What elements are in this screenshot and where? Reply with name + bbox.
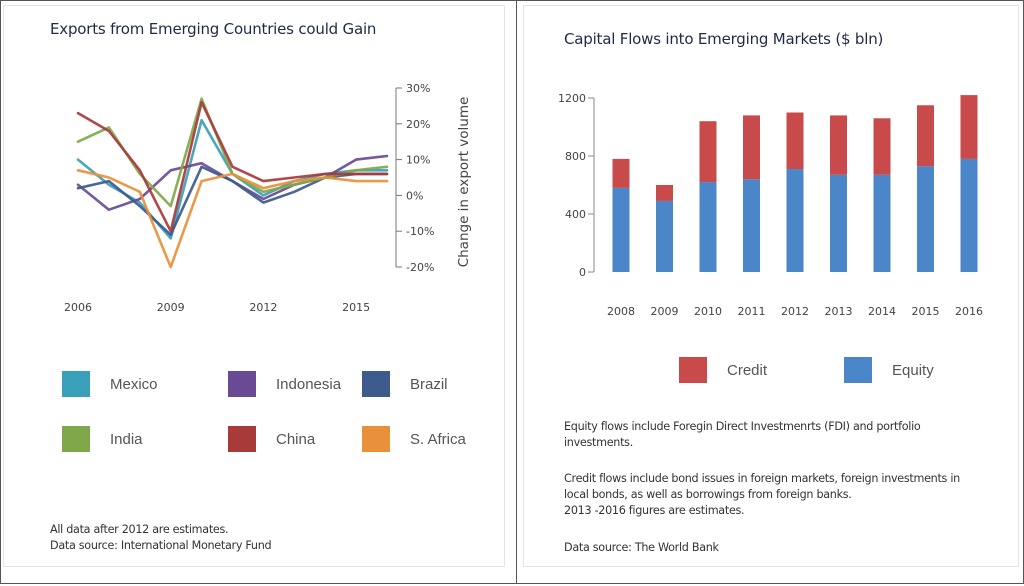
legend-label: Brazil (410, 375, 448, 393)
exports-series-line-s-africa (76, 169, 389, 269)
exports-note-source: Data source: International Monetary Fund (50, 539, 272, 552)
exports-y-tick-label: -10% (406, 225, 434, 238)
legend-label: Equity (892, 361, 934, 379)
capital-note-equity-2: investments. (564, 436, 633, 449)
capital-flows-panel: Capital Flows into Emerging Markets ($ b… (524, 6, 1018, 566)
capital-bar-credit-2016 (960, 95, 978, 159)
legend-swatch (62, 426, 90, 452)
capital-bar-credit-2013 (830, 115, 847, 175)
capital-x-tick-label: 2009 (651, 305, 679, 318)
exports-line-chart: 30% 20% 10% 0% -10% -20% Change in export volu… (64, 82, 472, 314)
legend-swatch (362, 371, 390, 397)
legend-swatch (228, 426, 256, 452)
capital-bar-equity-2015 (917, 166, 934, 272)
exports-series-line-china (76, 101, 389, 233)
capital-note-estimates: 2013 -2016 figures are estimates. (564, 504, 745, 517)
exports-y-axis-label: Change in export volume (456, 97, 472, 268)
capital-bar-equity-2013 (830, 174, 847, 272)
exports-x-tick-label: 2006 (64, 301, 92, 314)
exports-series-line-brazil (76, 165, 389, 237)
capital-bar-equity-2014 (873, 174, 891, 272)
capital-x-tick-label: 2014 (868, 305, 896, 318)
capital-legend-item-credit: Credit (679, 357, 767, 383)
capital-legend-item-equity: Equity (844, 357, 934, 383)
capital-x-tick-label: 2010 (694, 305, 722, 318)
legend-swatch (362, 426, 390, 452)
panel-divider (516, 0, 517, 584)
capital-bar-equity-2012 (786, 169, 804, 272)
capital-bar-credit-2014 (873, 118, 891, 175)
capital-bar-credit-2015 (917, 105, 934, 167)
capital-bar-equity-2016 (960, 158, 978, 272)
capital-chart-title: Capital Flows into Emerging Markets ($ b… (564, 30, 884, 48)
exports-y-tick-label: 0% (406, 189, 423, 202)
capital-bar-credit-2008 (612, 158, 630, 188)
capital-x-tick-label: 2011 (738, 305, 766, 318)
capital-y-tick-label: 0 (579, 266, 586, 279)
exports-chart-title: Exports from Emerging Countries could Ga… (50, 20, 377, 38)
capital-bar-credit-2012 (786, 112, 804, 170)
exports-legend-item-india: India (62, 426, 143, 452)
capital-bar-equity-2008 (612, 187, 630, 272)
capital-note-credit-2: local bonds, as well as borrowings from … (564, 488, 852, 501)
legend-swatch (844, 357, 872, 383)
exports-note-estimates: All data after 2012 are estimates. (50, 523, 229, 536)
exports-x-tick-label: 2012 (249, 301, 277, 314)
capital-x-tick-label: 2012 (781, 305, 809, 318)
capital-x-tick-label: 2008 (607, 305, 635, 318)
capital-bar-equity-2010 (699, 182, 717, 272)
exports-x-tick-label: 2015 (342, 301, 370, 314)
capital-y-tick-label: 800 (565, 150, 586, 163)
exports-legend-item-indonesia: Indonesia (228, 371, 341, 397)
legend-label: S. Africa (410, 430, 466, 448)
capital-x-tick-label: 2013 (825, 305, 853, 318)
legend-label: Mexico (110, 375, 158, 393)
capital-bar-equity-2009 (656, 200, 673, 272)
exports-y-tick-label: 10% (406, 154, 430, 167)
legend-swatch (228, 371, 256, 397)
capital-note-equity-1: Equity flows include Foregin Direct Inve… (564, 420, 921, 433)
exports-y-tick-label: 20% (406, 118, 430, 131)
capital-y-tick-label: 400 (565, 208, 586, 221)
legend-label: India (110, 430, 143, 448)
exports-legend-item-mexico: Mexico (62, 371, 158, 397)
exports-legend-item-s-africa: S. Africa (362, 426, 466, 452)
exports-legend-item-china: China (228, 426, 315, 452)
legend-label: Indonesia (276, 375, 342, 393)
capital-bar-equity-2011 (743, 179, 760, 272)
capital-bar-credit-2010 (699, 121, 717, 183)
legend-swatch (679, 357, 707, 383)
capital-bar-credit-2011 (743, 115, 760, 180)
capital-bar-chart: 1200 800 400 0 2008 2009 2010 2011 2012 2013 2014 2… (558, 92, 983, 318)
exports-x-tick-label: 2009 (157, 301, 185, 314)
legend-label: Credit (727, 361, 768, 379)
legend-label: China (276, 430, 316, 448)
exports-y-tick-label: 30% (406, 82, 430, 95)
legend-swatch (62, 371, 90, 397)
capital-bar-credit-2009 (656, 185, 673, 201)
exports-legend-item-brazil: Brazil (362, 371, 448, 397)
capital-note-credit-1: Credit flows include bond issues in fore… (564, 472, 960, 485)
exports-panel: Exports from Emerging Countries could Ga… (4, 6, 504, 566)
capital-note-source: Data source: The World Bank (564, 541, 719, 554)
capital-x-tick-label: 2016 (955, 305, 983, 318)
capital-y-tick-label: 1200 (558, 92, 586, 105)
exports-y-tick-label: -20% (406, 261, 434, 274)
capital-x-tick-label: 2015 (912, 305, 940, 318)
